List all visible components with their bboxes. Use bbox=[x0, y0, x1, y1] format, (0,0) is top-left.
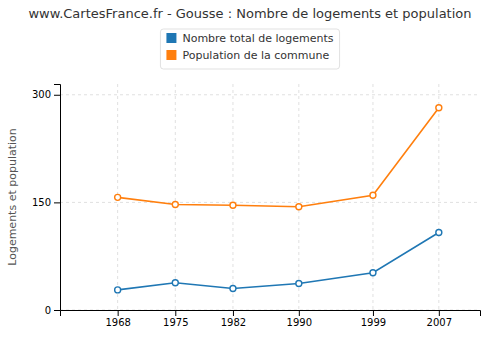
legend: Nombre total de logements Population de l… bbox=[160, 29, 339, 69]
tick: 1968 bbox=[105, 310, 130, 328]
tick: 300 bbox=[32, 89, 60, 100]
legend-box bbox=[160, 29, 339, 69]
legend-label: Population de la commune bbox=[182, 49, 329, 62]
series-line bbox=[118, 108, 439, 207]
grid bbox=[60, 84, 480, 310]
axis-line bbox=[54, 85, 61, 311]
tick: 1975 bbox=[163, 310, 188, 328]
tick-mark bbox=[175, 310, 176, 316]
chart: www.CartesFrance.fr - Gousse : Nombre de… bbox=[0, 0, 500, 340]
point bbox=[296, 204, 302, 210]
tick: 2007 bbox=[427, 310, 452, 328]
point bbox=[230, 202, 236, 208]
grid-line bbox=[438, 84, 439, 310]
tick: 1999 bbox=[361, 310, 386, 328]
tick-label: 150 bbox=[32, 197, 51, 208]
tick-mark bbox=[233, 310, 234, 316]
tick-mark bbox=[373, 310, 374, 316]
point bbox=[370, 192, 376, 198]
point bbox=[115, 287, 121, 293]
point bbox=[436, 105, 442, 111]
plot: 1968 1975 1982 1990 1999 2007 0 150 300 bbox=[32, 84, 481, 328]
point bbox=[370, 270, 376, 276]
tick-mark bbox=[299, 310, 300, 316]
y-axis-title: Logements et population bbox=[6, 128, 19, 266]
legend-swatch bbox=[166, 33, 176, 43]
tick-label: 1968 bbox=[105, 317, 130, 328]
tick: 150 bbox=[32, 197, 60, 208]
point bbox=[230, 285, 236, 291]
point bbox=[115, 194, 121, 200]
tick-label: 1975 bbox=[163, 317, 188, 328]
grid-line bbox=[60, 202, 480, 203]
tick-mark bbox=[118, 310, 119, 316]
tick-label: 300 bbox=[32, 89, 51, 100]
title: www.CartesFrance.fr - Gousse : Nombre de… bbox=[28, 6, 471, 21]
grid-line bbox=[232, 84, 233, 310]
grid-line bbox=[298, 84, 299, 310]
tick-label: 0 bbox=[45, 305, 51, 316]
tick-label: 1990 bbox=[287, 317, 312, 328]
tick-mark bbox=[54, 202, 60, 203]
tick-label: 1999 bbox=[361, 317, 386, 328]
tick-mark bbox=[439, 310, 440, 316]
y-axis: 0 150 300 bbox=[32, 85, 61, 316]
tick-mark bbox=[54, 310, 60, 311]
tick-mark bbox=[54, 95, 60, 96]
legend-item: Population de la commune bbox=[166, 49, 329, 62]
grid-line bbox=[175, 84, 176, 310]
point bbox=[296, 280, 302, 286]
series-line bbox=[118, 233, 439, 290]
tick-label: 2007 bbox=[427, 317, 452, 328]
tick: 1990 bbox=[287, 310, 312, 328]
point bbox=[172, 202, 178, 208]
axis-line bbox=[61, 311, 481, 317]
tick: 1982 bbox=[221, 310, 246, 328]
grid-line bbox=[60, 94, 480, 95]
series-group bbox=[115, 105, 442, 293]
tick-label: 1982 bbox=[221, 317, 246, 328]
x-axis: 1968 1975 1982 1990 1999 2007 bbox=[61, 310, 481, 328]
legend-label: Nombre total de logements bbox=[182, 32, 333, 45]
point bbox=[436, 230, 442, 236]
point bbox=[172, 280, 178, 286]
tick: 0 bbox=[45, 305, 60, 316]
legend-swatch bbox=[166, 50, 176, 60]
legend-item: Nombre total de logements bbox=[166, 32, 333, 45]
